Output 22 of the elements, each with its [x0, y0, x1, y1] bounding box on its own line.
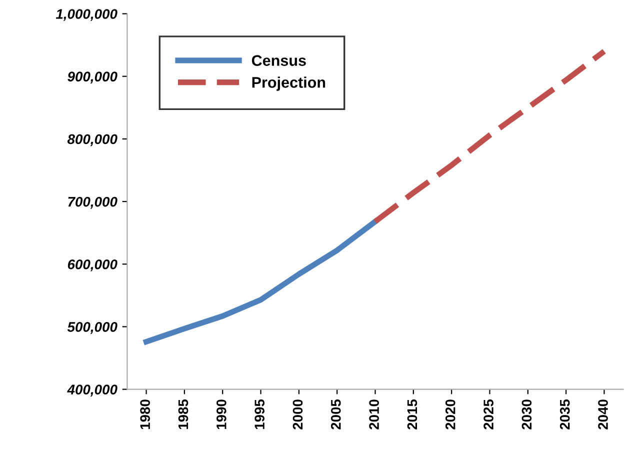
x-tick-label: 2015	[407, 399, 418, 430]
y-tick-label: 900,000	[68, 72, 118, 84]
y-tick-label: 600,000	[68, 259, 118, 272]
x-tick-label: 2025	[484, 399, 494, 430]
x-tick-label: 1985	[178, 399, 188, 430]
x-tick-label: 2020	[445, 400, 456, 430]
x-tick-label: 2000	[292, 400, 303, 430]
y-tick-label: 400,000	[67, 384, 118, 396]
y-tick-label: 700,000	[68, 196, 118, 209]
x-tick-label: 2010	[369, 400, 379, 430]
x-tick-label: 1995	[254, 399, 264, 430]
x-tick-label: 2035	[560, 399, 570, 430]
y-tick-label: 1,000,000	[56, 9, 118, 21]
x-tick-label: 1990	[216, 400, 226, 430]
x-tick-label: 2040	[598, 400, 608, 430]
legend-label: Projection	[252, 76, 326, 91]
x-tick-label: 2005	[330, 399, 341, 430]
x-tick-label: 2030	[522, 400, 532, 430]
x-tick-label: 1980	[140, 400, 150, 430]
legend-label: Census	[252, 55, 306, 66]
y-tick-label: 800,000	[67, 134, 118, 146]
y-tick-label: 500,000	[67, 322, 118, 334]
